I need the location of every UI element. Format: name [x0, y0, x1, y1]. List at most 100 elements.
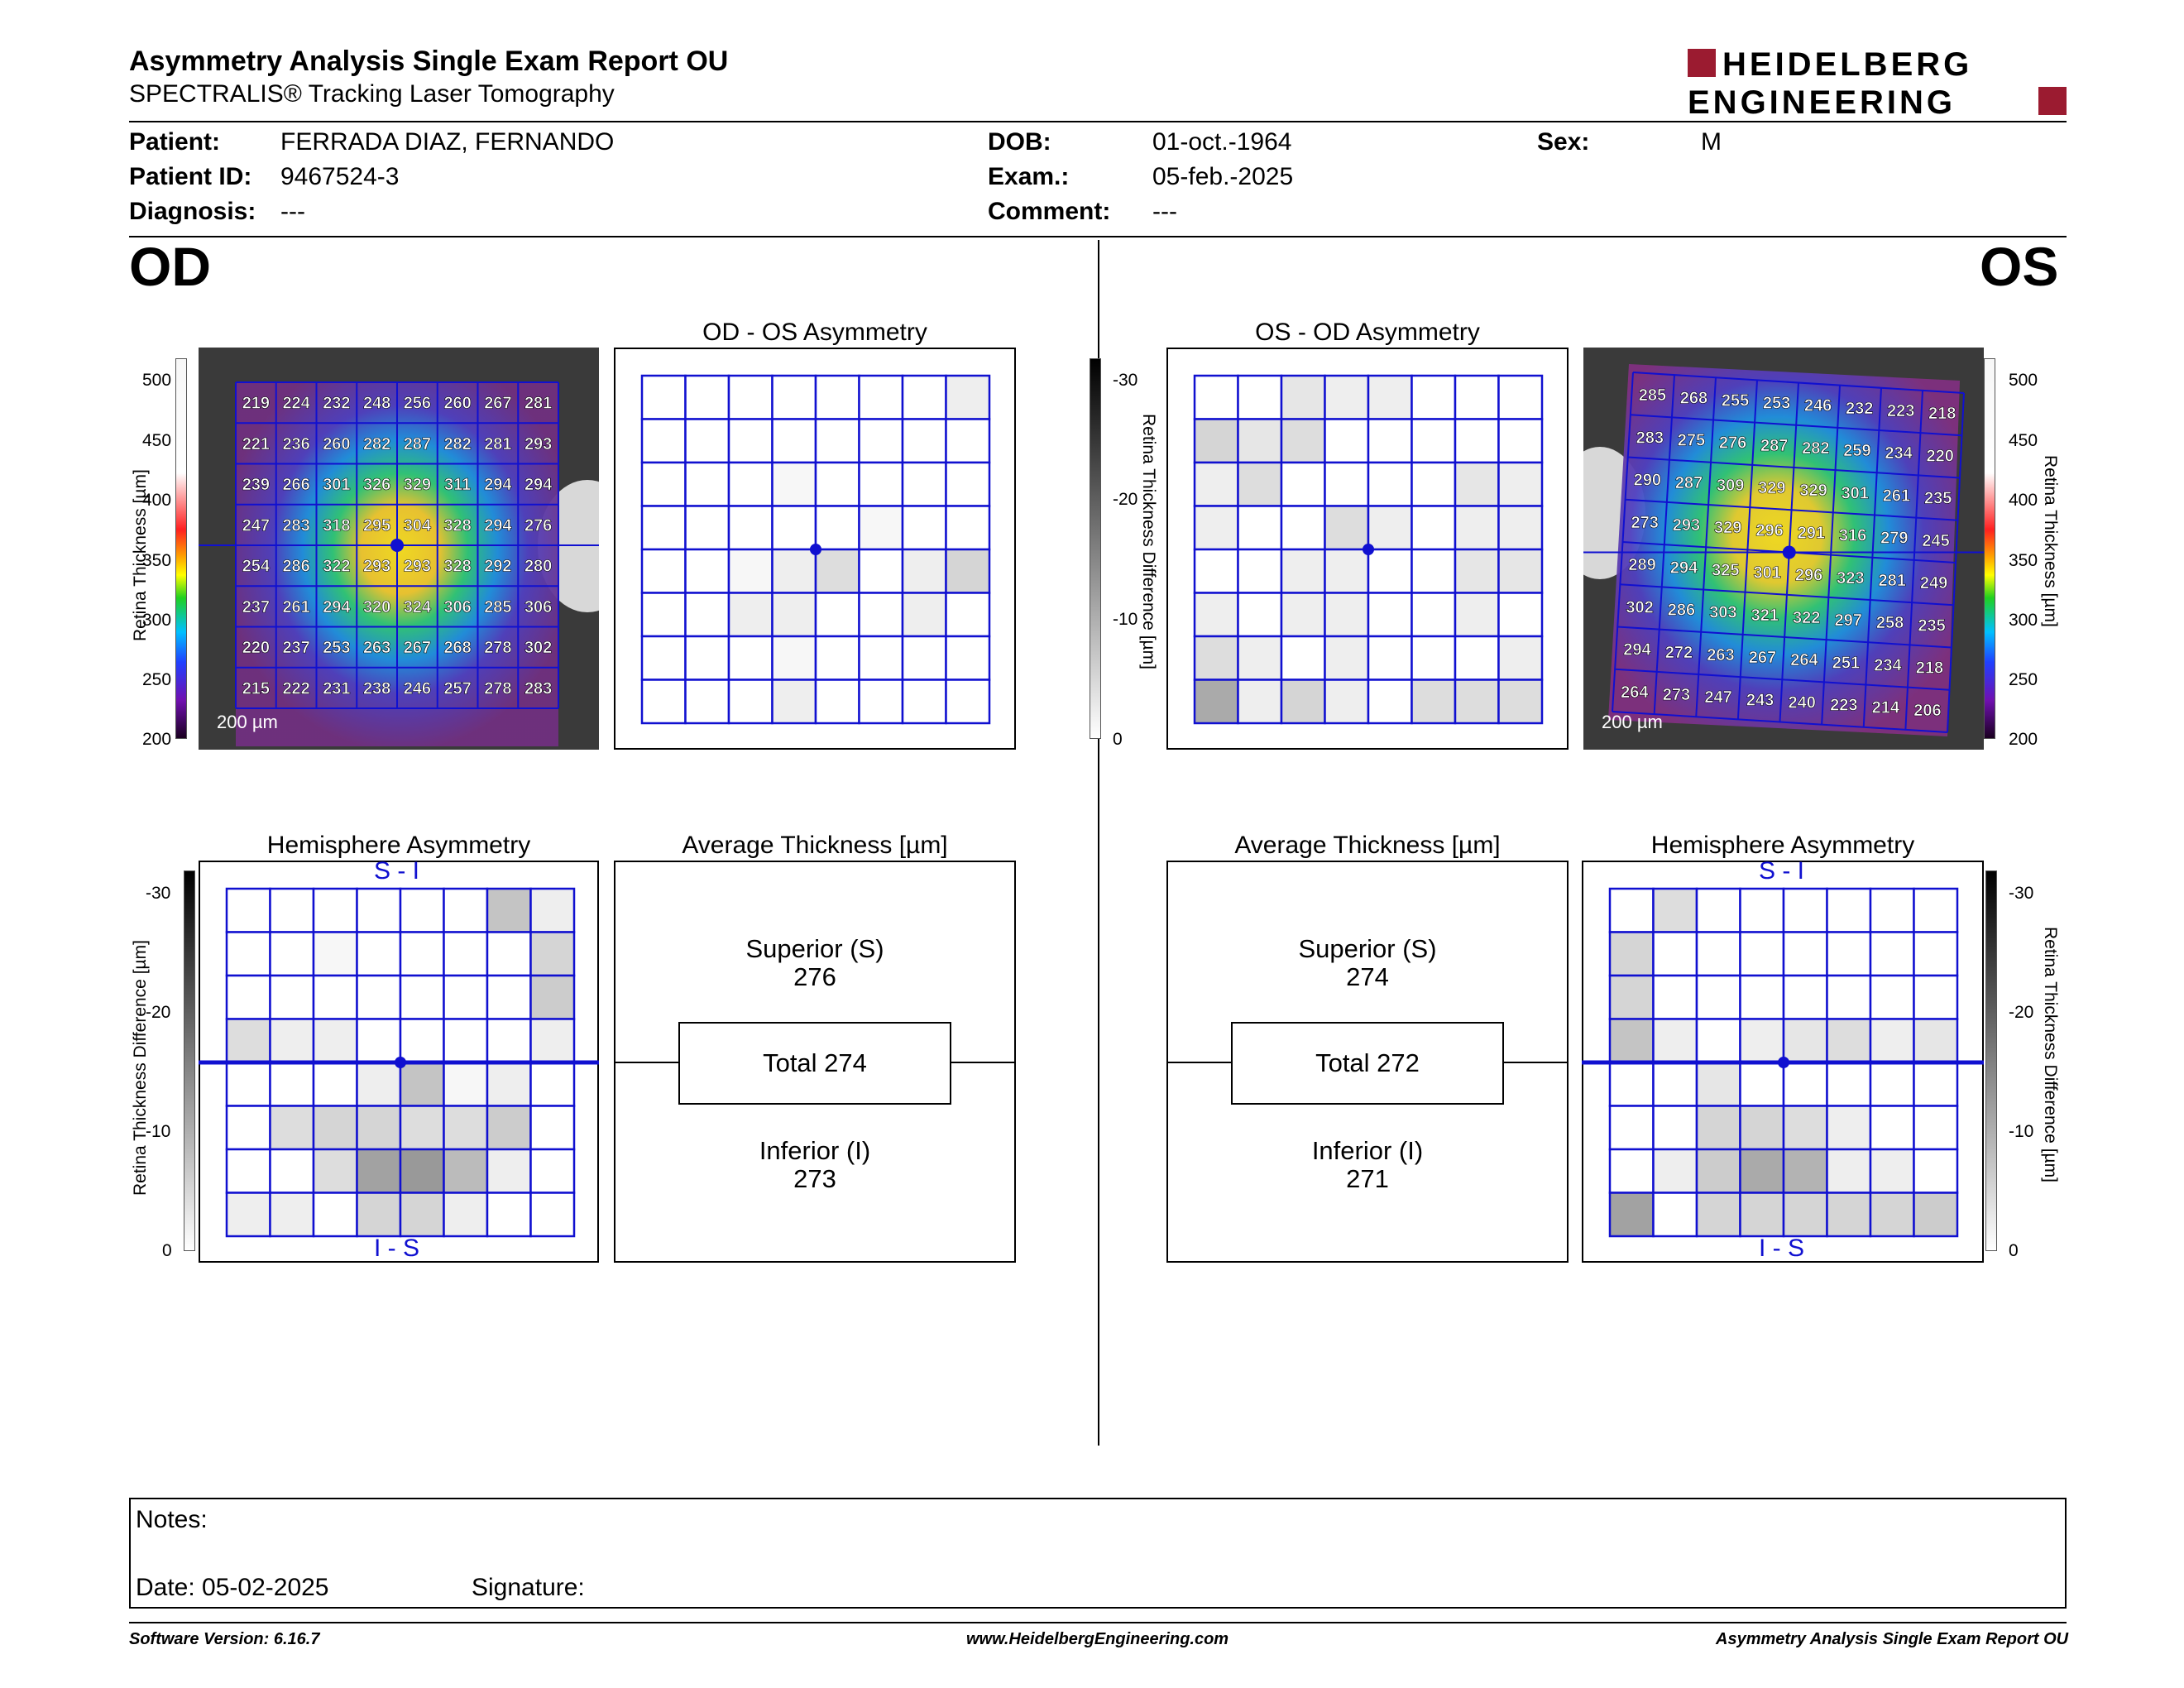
- os-asym-cell-r6-c6: [1454, 635, 1500, 681]
- os-hemi-cell-r6-c7: [1913, 1148, 1959, 1194]
- os-asym-cell-r2-c3: [1324, 461, 1370, 507]
- od-tick-400: 400: [142, 491, 172, 510]
- os-asym-cell-r1-c5: [1410, 418, 1457, 464]
- od-avg-title: Average Thickness [µm]: [682, 832, 948, 859]
- od-thick-value-r0-c4: 256: [404, 395, 431, 413]
- os-hemi-cell-r7-c7: [1913, 1192, 1959, 1238]
- os-asym-cell-r6-c5: [1410, 635, 1457, 681]
- od-superior-label: Superior (S): [745, 934, 884, 963]
- od-thick-value-r1-c0: 221: [242, 435, 270, 453]
- od-hemi-cell-r7-c3: [356, 1192, 402, 1238]
- os-si-bottom-label: I - S: [1759, 1235, 1805, 1262]
- os-hemi-cell-r2-c0: [1608, 974, 1655, 1020]
- od-hemi-cell-r0-c5: [443, 887, 489, 933]
- center-diff-axis-title: Retina Thickness Difference [µm]: [1139, 414, 1158, 669]
- od-asym-cell-r1-c1: [684, 418, 730, 464]
- od-thick-value-r0-c5: 260: [443, 395, 471, 413]
- od-hemi-cell-r2-c0: [225, 974, 271, 1020]
- os-asym-cell-r6-c1: [1237, 635, 1283, 681]
- os-asym-cell-r1-c3: [1324, 418, 1370, 464]
- od-hemi-cell-r7-c7: [529, 1192, 576, 1238]
- os-thick-value-r6-c3: 267: [1749, 649, 1776, 667]
- os-thick-value-r6-c6: 234: [1874, 656, 1902, 674]
- os-total-box: Total 272: [1231, 1022, 1504, 1105]
- os-hemi-cell-r5-c1: [1652, 1105, 1698, 1151]
- os-asym-cell-r4-c1: [1237, 548, 1283, 594]
- center-divider: [1098, 240, 1099, 1446]
- od-thick-value-r4-c4: 293: [404, 558, 431, 576]
- sex-label: Sex:: [1537, 128, 1590, 156]
- od-superior-value: 276: [793, 962, 836, 991]
- od-hemi-cell-r0-c3: [356, 887, 402, 933]
- od-asym-cell-r4-c4: [814, 548, 860, 594]
- od-thick-value-r0-c1: 224: [282, 395, 310, 413]
- od-hemi-cell-r7-c6: [486, 1192, 532, 1238]
- report-subtitle: SPECTRALIS® Tracking Laser Tomography: [129, 80, 615, 108]
- os-superior-label: Superior (S): [1298, 934, 1437, 963]
- os-thick-value-r4-c4: 296: [1795, 567, 1822, 585]
- os-thick-value-r3-c5: 316: [1839, 527, 1866, 545]
- od-thick-value-r1-c2: 260: [323, 435, 350, 453]
- os-thick-value-r0-c6: 223: [1887, 402, 1914, 420]
- od-tick-350: 350: [142, 551, 172, 570]
- od-thickness-axis-title: Retina Thickness [µm]: [131, 469, 150, 641]
- os-thick-value-r5-c3: 321: [1751, 607, 1779, 625]
- os-asym-cell-r0-c4: [1367, 374, 1413, 420]
- os-tick-350: 350: [2009, 551, 2038, 570]
- os-thick-value-r2-c1: 287: [1675, 474, 1703, 492]
- od-asym-cell-r5-c2: [727, 592, 774, 638]
- patient-name: FERRADA DIAZ, FERNANDO: [280, 128, 615, 156]
- os-hemi-cell-r5-c2: [1695, 1105, 1741, 1151]
- os-thick-value-r0-c4: 246: [1804, 397, 1832, 415]
- od-asym-fovea-marker: [810, 544, 821, 555]
- os-thick-value-r1-c2: 276: [1719, 434, 1746, 453]
- os-scale-label: 200 µm: [1602, 712, 1663, 732]
- os-hemi-cell-r3-c4: [1782, 1018, 1828, 1064]
- os-asym-cell-r1-c4: [1367, 418, 1413, 464]
- od-hemi-cell-r3-c1: [269, 1018, 315, 1064]
- os-asym-cell-r1-c0: [1193, 418, 1239, 464]
- os-thick-value-r1-c3: 287: [1760, 437, 1788, 455]
- os-asymmetry-panel: [1166, 348, 1569, 750]
- os-hemi-cell-r6-c5: [1826, 1148, 1872, 1194]
- os-hemi-cell-r6-c4: [1782, 1148, 1828, 1194]
- od-tick-200: 200: [142, 730, 172, 749]
- od-hemi-cell-r4-c6: [486, 1061, 532, 1107]
- od-asym-cell-r5-c5: [858, 592, 904, 638]
- od-asym-cell-r0-c6: [901, 374, 947, 420]
- comment-label: Comment:: [988, 198, 1111, 225]
- os-hemi-grid: [1582, 887, 1984, 1238]
- os-thick-value-r0-c5: 232: [1846, 400, 1873, 418]
- os-asym-cell-r3-c1: [1237, 505, 1283, 551]
- os-hemi-cell-r2-c2: [1695, 974, 1741, 1020]
- os-asym-cell-r0-c3: [1324, 374, 1370, 420]
- os-avg-panel: Superior (S) 274 Total 272 Inferior (I) …: [1166, 861, 1569, 1263]
- os-hemi-cell-r4-c6: [1869, 1061, 1915, 1107]
- od-asym-cell-r3-c1: [684, 505, 730, 551]
- od-asymmetry-title: OD - OS Asymmetry: [702, 319, 927, 346]
- od-thick-value-r6-c6: 278: [484, 639, 511, 657]
- od-tick-500: 500: [142, 371, 172, 390]
- os-hemi-cell-r6-c1: [1652, 1148, 1698, 1194]
- os-tick-450: 450: [2009, 431, 2038, 450]
- od-thick-value-r6-c7: 302: [524, 639, 552, 657]
- os-thickness-colorbar: [1984, 358, 1995, 739]
- os-thick-value-r5-c1: 286: [1668, 602, 1695, 620]
- od-thick-value-r7-c6: 278: [484, 679, 511, 698]
- od-asym-cell-r2-c7: [945, 461, 991, 507]
- logo-text-line1: HEIDELBERG: [1722, 46, 1972, 83]
- os-hemi-cell-r3-c3: [1739, 1018, 1785, 1064]
- os-asym-cell-r5-c5: [1410, 592, 1457, 638]
- od-hemi-cell-r6-c3: [356, 1148, 402, 1194]
- os-asym-cell-r7-c4: [1367, 679, 1413, 725]
- od-hemi-cell-r7-c4: [399, 1192, 445, 1238]
- os-asym-fovea-marker: [1363, 544, 1374, 555]
- os-inferior-value: 271: [1346, 1164, 1389, 1193]
- od-thick-value-r3-c7: 276: [524, 516, 552, 535]
- od-hemi-cell-r1-c4: [399, 931, 445, 977]
- os-asym-cell-r2-c2: [1280, 461, 1326, 507]
- os-hemi-cell-r4-c0: [1608, 1061, 1655, 1107]
- od-asym-cell-r7-c0: [640, 679, 687, 725]
- od-asym-cell-r7-c7: [945, 679, 991, 725]
- os-thick-value-r1-c1: 275: [1678, 432, 1705, 450]
